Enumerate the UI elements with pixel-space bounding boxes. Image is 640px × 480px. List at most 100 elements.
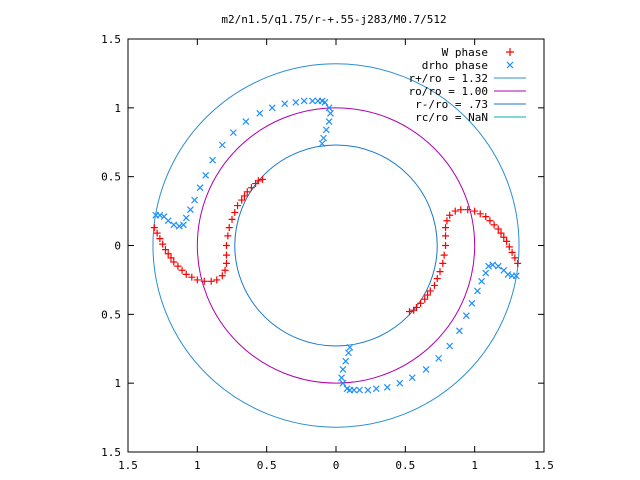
drho-phase-point — [383, 383, 391, 391]
w-phase-point — [200, 277, 208, 285]
drho-phase-point — [408, 374, 416, 382]
drho-phase-point — [322, 126, 330, 134]
w-phase-point — [222, 259, 230, 267]
w-phase-point — [410, 306, 418, 314]
drho-phase-point — [339, 365, 347, 373]
legend-label: ro/ro = 1.00 — [409, 85, 488, 98]
circle-1 — [196, 107, 476, 384]
w-phase-point — [243, 188, 251, 196]
y-tick-label: 1 — [114, 102, 121, 115]
w-phase-point — [161, 246, 169, 254]
w-phase-point — [150, 224, 158, 232]
drho-phase-point — [346, 343, 354, 351]
x-tick-label: 0.5 — [257, 459, 277, 472]
drho-phase-point — [164, 217, 172, 225]
legend-label: rc/ro = NaN — [415, 111, 488, 124]
drho-phase-point — [281, 100, 289, 108]
drho-phase-point — [345, 349, 352, 357]
w-phase-point — [426, 287, 434, 295]
drho-phase-point — [202, 171, 210, 179]
legend-marker-plus — [506, 48, 514, 56]
w-phase-point — [442, 232, 450, 240]
drho-phase-point — [343, 385, 351, 393]
w-phase-point — [442, 224, 450, 232]
drho-phase-point — [175, 222, 183, 230]
drho-phase-point — [209, 156, 217, 164]
w-phase-point — [451, 207, 459, 215]
w-phase-point — [231, 208, 239, 216]
drho-phase-point — [468, 299, 476, 307]
w-phase-point — [170, 258, 178, 266]
drho-phase-point — [356, 386, 363, 394]
w-phase-point — [159, 240, 167, 248]
drho-phase-point — [325, 104, 333, 112]
w-phase-point — [443, 217, 451, 225]
w-phase-point — [471, 207, 479, 215]
y-tick-label: 0.5 — [101, 308, 121, 321]
w-phase-point — [156, 235, 164, 243]
legend-label: r+/ro = 1.32 — [409, 72, 488, 85]
legend-label: W phase — [442, 46, 488, 59]
y-tick-label: 0.5 — [101, 171, 121, 184]
w-phase-point — [254, 177, 262, 185]
w-phase-point — [442, 242, 450, 249]
drho-phase-point — [482, 269, 490, 277]
w-phase-point — [207, 277, 215, 285]
drho-phase-point — [320, 134, 327, 142]
circle-2 — [234, 144, 438, 347]
w-phase-point — [446, 211, 454, 219]
w-phase-point — [511, 254, 519, 262]
drho-phase-point — [229, 129, 237, 137]
x-tick-label: 0.5 — [395, 459, 415, 472]
w-phase-point — [433, 275, 441, 283]
drho-phase-point — [218, 141, 226, 149]
w-phase-point — [503, 237, 511, 245]
w-phase-point — [228, 215, 236, 223]
circles-layer — [152, 63, 520, 428]
x-tick-label: 0 — [333, 459, 340, 472]
w-phase-point — [500, 233, 508, 241]
drho-phase-point — [242, 118, 250, 126]
drho-phase-point — [494, 262, 502, 270]
w-phase-point — [486, 217, 494, 225]
w-phase-point — [430, 281, 438, 289]
w-phase-point — [464, 206, 472, 214]
w-phase-point — [153, 229, 161, 237]
drho-phase-point — [474, 287, 481, 295]
w-phase-point — [508, 248, 516, 256]
w-phase-point — [494, 225, 502, 233]
drho-phase-point — [321, 98, 329, 106]
w-phase-point — [247, 184, 255, 192]
drho-phase-point — [256, 109, 264, 117]
w-phase-point — [224, 232, 232, 240]
ticks-layer: 1.5 1 0.5 0 0.5 1 1.51.510.500.511.5 — [101, 33, 554, 472]
drho-phase-point — [338, 374, 345, 382]
drho-phase-point — [342, 357, 350, 365]
w-phase-point — [182, 270, 190, 278]
drho-phase-point — [156, 211, 164, 219]
w-phase-point — [238, 196, 246, 204]
drho-phase-point — [327, 109, 334, 117]
drho-phase-point — [318, 140, 326, 148]
w-phase-point — [457, 206, 465, 214]
drho-phase-point — [196, 184, 204, 192]
drho-phase-point — [186, 206, 194, 214]
legend-label: r-/ro = .73 — [415, 98, 488, 111]
x-tick-label: 1.5 — [534, 459, 554, 472]
legend-label: drho phase — [422, 59, 488, 72]
drho-phase-point — [485, 262, 492, 270]
drho-phase-point — [309, 97, 316, 105]
drho-phase-point — [455, 327, 463, 335]
drho-phase-point — [292, 98, 300, 106]
drho-phase-point — [446, 342, 454, 350]
w-phase-point — [234, 202, 242, 210]
w-phase-point — [259, 175, 267, 183]
w-phase-point — [421, 295, 429, 303]
w-phase-point — [218, 272, 226, 280]
w-phase-point — [240, 192, 248, 200]
w-phase-point — [167, 254, 175, 262]
w-phase-point — [476, 210, 484, 218]
w-phase-series — [150, 175, 522, 316]
legend-marker-cross — [506, 61, 514, 69]
